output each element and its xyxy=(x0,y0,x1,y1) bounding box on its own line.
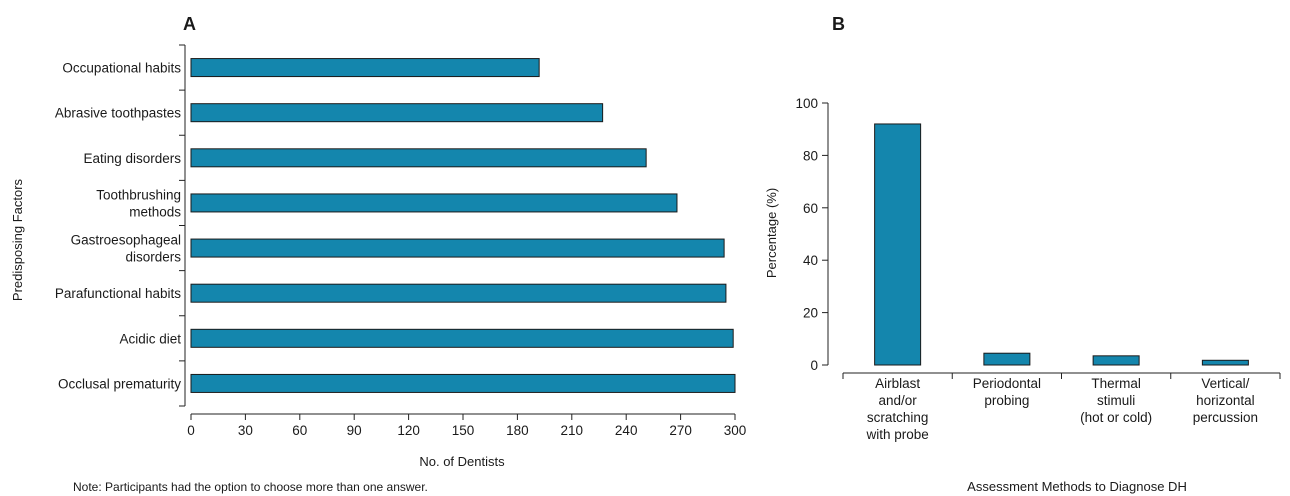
panel-b-bar xyxy=(983,352,1031,366)
panel-a-axes: 0 30 60 90 120 150 180 210 240 270 300 xyxy=(179,44,747,438)
panel-b-category-label-line: horizontal xyxy=(1196,393,1255,408)
panel-b-category-label-line: probing xyxy=(984,393,1029,408)
panel-b-y-tick-label: 60 xyxy=(803,201,818,216)
panel-b-bars: Airblast and/or scratching with probe Period… xyxy=(865,123,1258,442)
panel-a-x-tick-label: 300 xyxy=(724,423,747,438)
panel-b-category-label-line: Vertical/ xyxy=(1201,376,1249,391)
panel-a-category-label-line: Eating disorders xyxy=(83,151,181,166)
panel-a-category-label-line: Toothbrushing xyxy=(96,187,181,202)
panel-a-category-label-line: Occupational habits xyxy=(62,61,181,76)
panel-b-letter: B xyxy=(832,14,845,34)
panel-b-category-label-line: with probe xyxy=(865,427,928,442)
panel-b-category-label: Periodontal probing xyxy=(973,376,1041,408)
panel-a-bar xyxy=(190,328,734,348)
panel-a-x-tick-label: 270 xyxy=(669,423,692,438)
panel-a-category-label: Occlusal prematurity xyxy=(58,376,181,391)
panel-a-bar xyxy=(190,193,678,213)
panel-a-category-label-line: Abrasive toothpastes xyxy=(55,106,181,121)
panel-b-y-axis-title: Percentage (%) xyxy=(764,188,779,278)
panel-b-y-tick-label: 100 xyxy=(795,96,818,111)
panel-b-y-tick-label: 80 xyxy=(803,148,818,163)
panel-a-x-tick-label: 120 xyxy=(397,423,420,438)
panel-a-bars: Occupational habits Abrasive toothpastes E… xyxy=(55,58,736,393)
panel-a-x-tick-label: 150 xyxy=(452,423,475,438)
panel-a-bar xyxy=(190,238,725,258)
panel-a-bar xyxy=(190,283,727,303)
panel-b-bar xyxy=(1201,359,1249,366)
panel-b-category-label: Thermal stimuli (hot or cold) xyxy=(1080,376,1152,425)
panel-b-axes: 0 20 40 60 80 100 xyxy=(795,96,1281,379)
panel-b-category-label: Airblast and/or scratching with probe xyxy=(865,376,928,442)
panel-a-x-axis-title: No. of Dentists xyxy=(419,454,505,469)
panel-a-category-label: Acidic diet xyxy=(119,331,181,346)
panel-b-bar xyxy=(1092,355,1140,366)
panel-a-category-label-line: methods xyxy=(129,204,181,219)
panel-a-footnote: Note: Participants had the option to cho… xyxy=(73,480,428,494)
panel-a-category-label-line: Acidic diet xyxy=(119,331,181,346)
panel-a-bar xyxy=(190,148,647,168)
panel-a-category-label-line: Occlusal prematurity xyxy=(58,376,181,391)
panel-b-y-tick-label: 40 xyxy=(803,253,818,268)
panel-a-x-tick-label: 0 xyxy=(187,423,195,438)
panel-b-category-label-line: Periodontal xyxy=(973,376,1041,391)
panel-b-category-label-line: Airblast xyxy=(875,376,920,391)
panel-a-category-label-line: Gastroesophageal xyxy=(71,233,181,248)
panel-b-category-label-line: Thermal xyxy=(1091,376,1141,391)
panel-a-chart: A Occupational habits Abrasive toothpaste… xyxy=(10,14,746,494)
panel-b-category-label-line: percussion xyxy=(1193,410,1258,425)
panel-a-category-label-line: disorders xyxy=(125,250,181,265)
panel-a-category-label: Toothbrushing methods xyxy=(96,187,181,219)
panel-a-category-label-line: Parafunctional habits xyxy=(55,286,181,301)
panel-a-bar xyxy=(190,58,540,78)
panel-a-category-label: Gastroesophageal disorders xyxy=(71,233,182,265)
panel-b-bar xyxy=(874,123,922,366)
panel-a-letter: A xyxy=(183,14,196,34)
panel-b-category-label-line: and/or xyxy=(878,393,917,408)
panel-a-category-label: Eating disorders xyxy=(83,151,181,166)
panel-b-y-tick-label: 0 xyxy=(810,358,818,373)
panel-b-category-label-line: (hot or cold) xyxy=(1080,410,1152,425)
panel-b-x-axis-title: Assessment Methods to Diagnose DH xyxy=(967,479,1187,494)
panel-a-x-tick-label: 60 xyxy=(292,423,307,438)
panel-a-category-label: Occupational habits xyxy=(62,61,181,76)
panel-b-category-label-line: stimuli xyxy=(1097,393,1135,408)
panel-a-x-tick-label: 180 xyxy=(506,423,529,438)
panel-b-category-label: Vertical/horizontal percussion xyxy=(1193,376,1258,425)
panel-b-y-tick-label: 20 xyxy=(803,306,818,321)
panel-a-bar xyxy=(190,103,604,123)
panel-a-x-tick-label: 30 xyxy=(238,423,253,438)
panel-a-y-axis-title: Predisposing Factors xyxy=(10,178,25,301)
panel-a-category-label: Abrasive toothpastes xyxy=(55,106,181,121)
panel-a-x-tick-label: 240 xyxy=(615,423,638,438)
panel-b-category-label-line: scratching xyxy=(867,410,929,425)
panel-a-category-label: Parafunctional habits xyxy=(55,286,181,301)
panel-a-x-tick-label: 210 xyxy=(561,423,584,438)
panel-b-chart: B Airblast and/or scratching with probe Peri… xyxy=(764,14,1281,494)
panel-a-x-tick-label: 90 xyxy=(347,423,362,438)
panel-a-bar xyxy=(190,373,736,393)
